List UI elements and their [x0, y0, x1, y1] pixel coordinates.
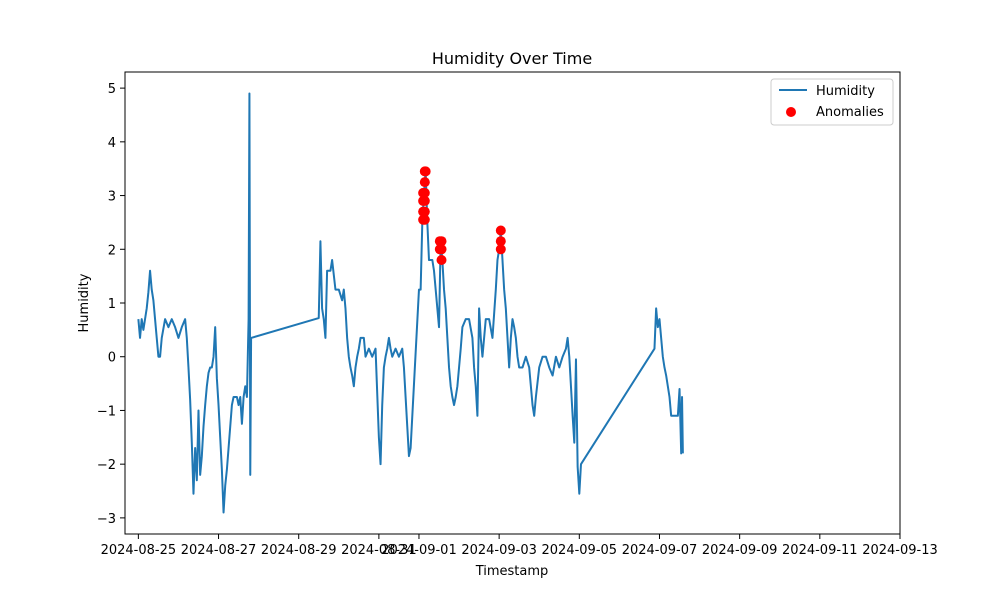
x-tick-label: 2024-08-27 [181, 543, 257, 558]
anomaly-point [495, 236, 506, 247]
legend-humidity-label: Humidity [816, 84, 875, 99]
x-tick-label: 2024-09-11 [782, 543, 858, 558]
anomaly-point [419, 187, 430, 198]
x-tick-label: 2024-09-09 [702, 543, 778, 558]
x-axis-label: Timestamp [475, 564, 549, 579]
chart-title: Humidity Over Time [432, 49, 592, 68]
anomaly-point [436, 244, 447, 255]
y-tick-label: 3 [108, 190, 116, 205]
y-axis: −3 −2 −1 0 1 2 3 4 5 [97, 82, 125, 527]
legend-anomalies-label: Anomalies [816, 105, 884, 120]
anomaly-point [419, 195, 430, 206]
x-tick-label: 2024-08-25 [101, 543, 177, 558]
humidity-series-line [137, 92, 684, 514]
legend-anomalies-swatch [786, 107, 796, 117]
y-axis-label: Humidity [77, 273, 92, 332]
anomaly-point [495, 225, 506, 236]
x-tick-label: 2024-08-29 [261, 543, 337, 558]
y-tick-label: 4 [108, 136, 116, 151]
anomaly-point [419, 206, 430, 217]
x-tick-label: 2024-09-07 [622, 543, 698, 558]
anomaly-point [436, 255, 447, 266]
anomaly-point [419, 214, 430, 225]
x-tick-label: 2024-09-05 [542, 543, 618, 558]
y-tick-label: 0 [108, 351, 116, 366]
x-tick-label: 2024-09-01 [381, 543, 457, 558]
y-tick-label: 2 [108, 243, 116, 258]
anomaly-point [419, 177, 430, 188]
legend: Humidity Anomalies [770, 78, 894, 126]
plot-series-layer [137, 92, 684, 514]
x-axis: 2024-08-25 2024-08-27 2024-08-29 2024-08-31… [101, 534, 938, 558]
anomaly-point [436, 236, 447, 247]
x-tick-label: 2024-08-31 [341, 543, 417, 558]
anomaly-point [420, 166, 431, 177]
y-tick-label: 5 [108, 82, 116, 97]
y-tick-label: −3 [97, 512, 116, 527]
y-tick-label: −2 [97, 458, 116, 473]
y-tick-label: 1 [108, 297, 116, 312]
anomaly-point [495, 244, 506, 255]
y-tick-label: −1 [97, 404, 116, 419]
x-tick-label: 2024-09-03 [461, 543, 537, 558]
x-tick-label: 2024-09-13 [862, 543, 938, 558]
